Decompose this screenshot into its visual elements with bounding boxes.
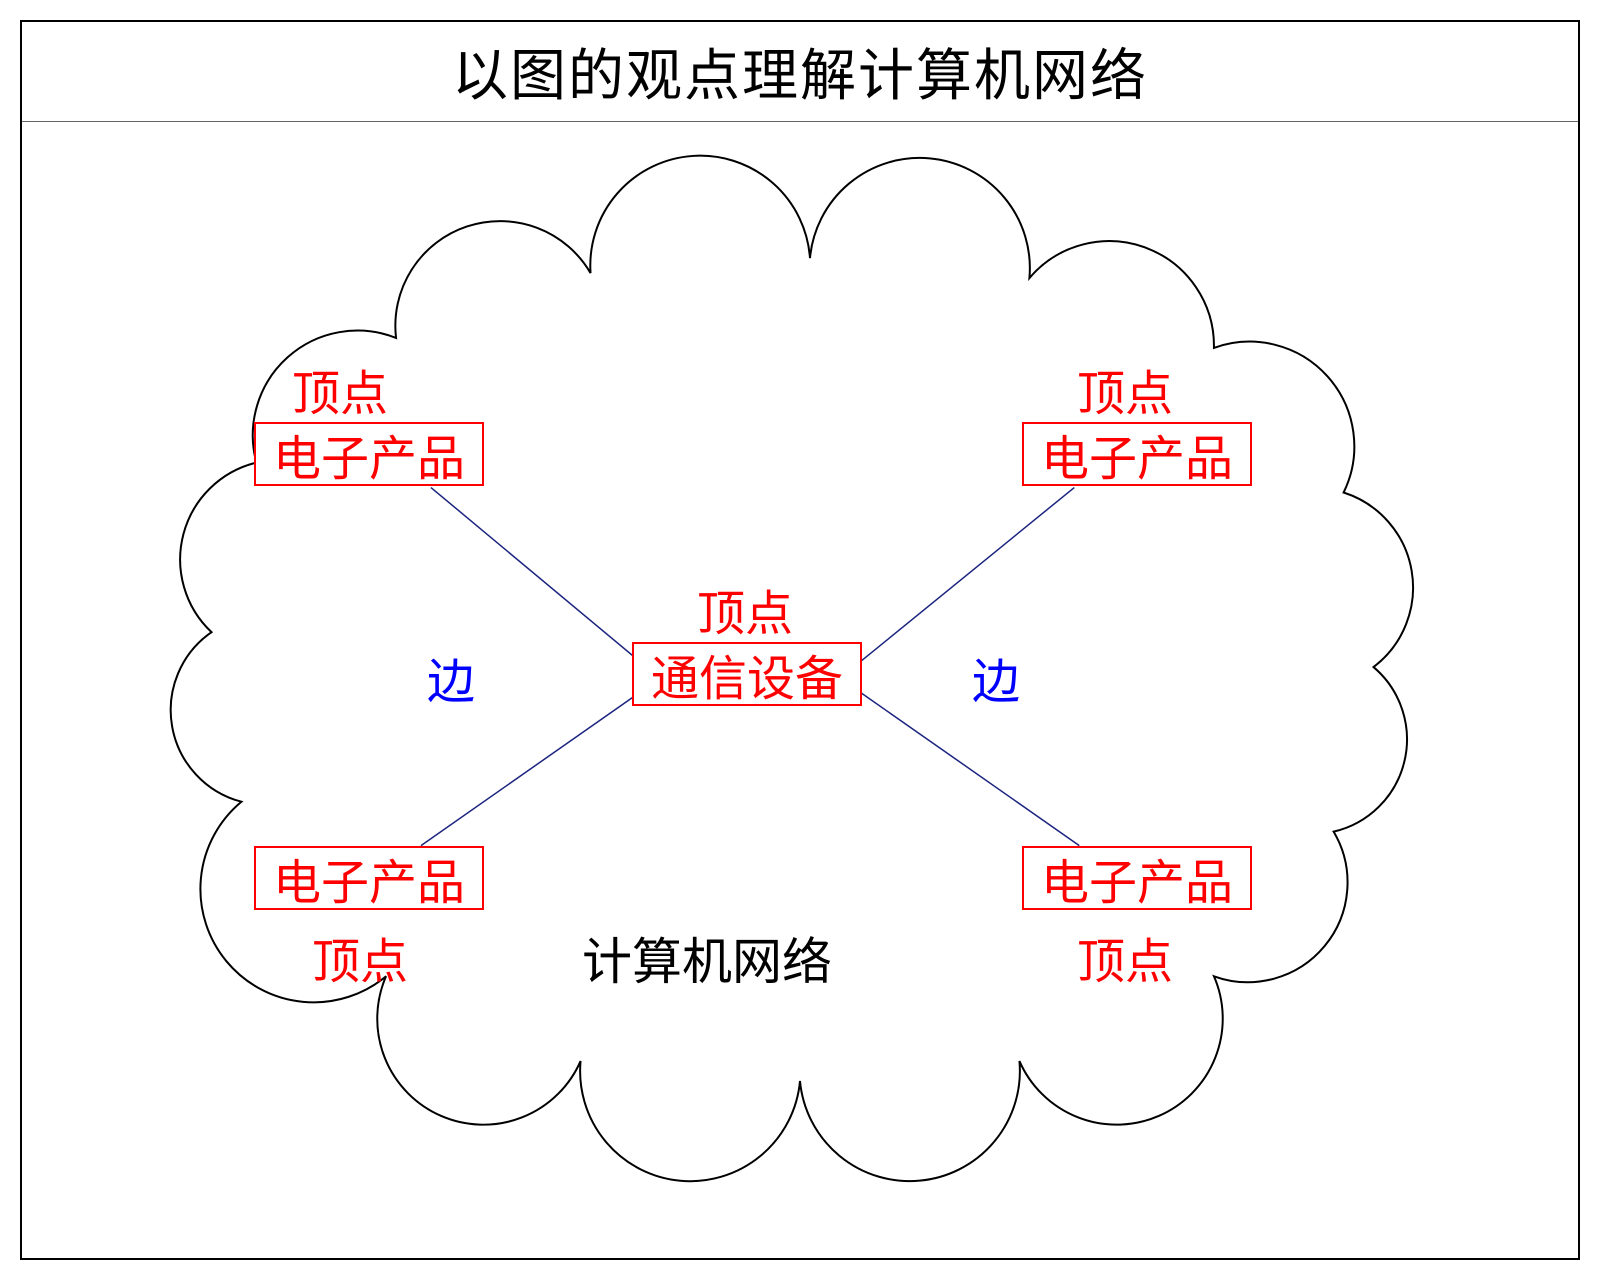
edge-tr-center	[860, 488, 1074, 663]
diagram-area: 顶点 电子产品 顶点 电子产品 顶点 通信设备 电子产品 顶点 电子产品 顶点 …	[22, 122, 1578, 1260]
node-bottom-right: 电子产品	[1022, 846, 1252, 910]
vertex-label-center: 顶点	[697, 574, 793, 644]
vertex-label-top-left: 顶点	[292, 354, 388, 424]
title-bar: 以图的观点理解计算机网络	[22, 22, 1578, 122]
node-center: 通信设备	[632, 642, 862, 706]
edge-tl-center	[431, 488, 640, 663]
outer-frame: 以图的观点理解计算机网络 顶点 电子产品 顶点 电子产品 顶点 通信设备 电子产…	[20, 20, 1580, 1260]
vertex-label-bottom-left: 顶点	[312, 922, 408, 992]
diagram-caption: 计算机网络	[582, 922, 832, 994]
node-bottom-left: 电子产品	[254, 846, 484, 910]
vertex-label-top-right: 顶点	[1077, 354, 1173, 424]
edge-label-left: 边	[427, 642, 475, 712]
page-title: 以图的观点理解计算机网络	[452, 31, 1148, 112]
node-top-right: 电子产品	[1022, 422, 1252, 486]
edge-bl-center	[421, 692, 640, 846]
node-top-left: 电子产品	[254, 422, 484, 486]
edge-br-center	[860, 692, 1079, 846]
vertex-label-bottom-right: 顶点	[1077, 922, 1173, 992]
edge-label-right: 边	[972, 642, 1020, 712]
